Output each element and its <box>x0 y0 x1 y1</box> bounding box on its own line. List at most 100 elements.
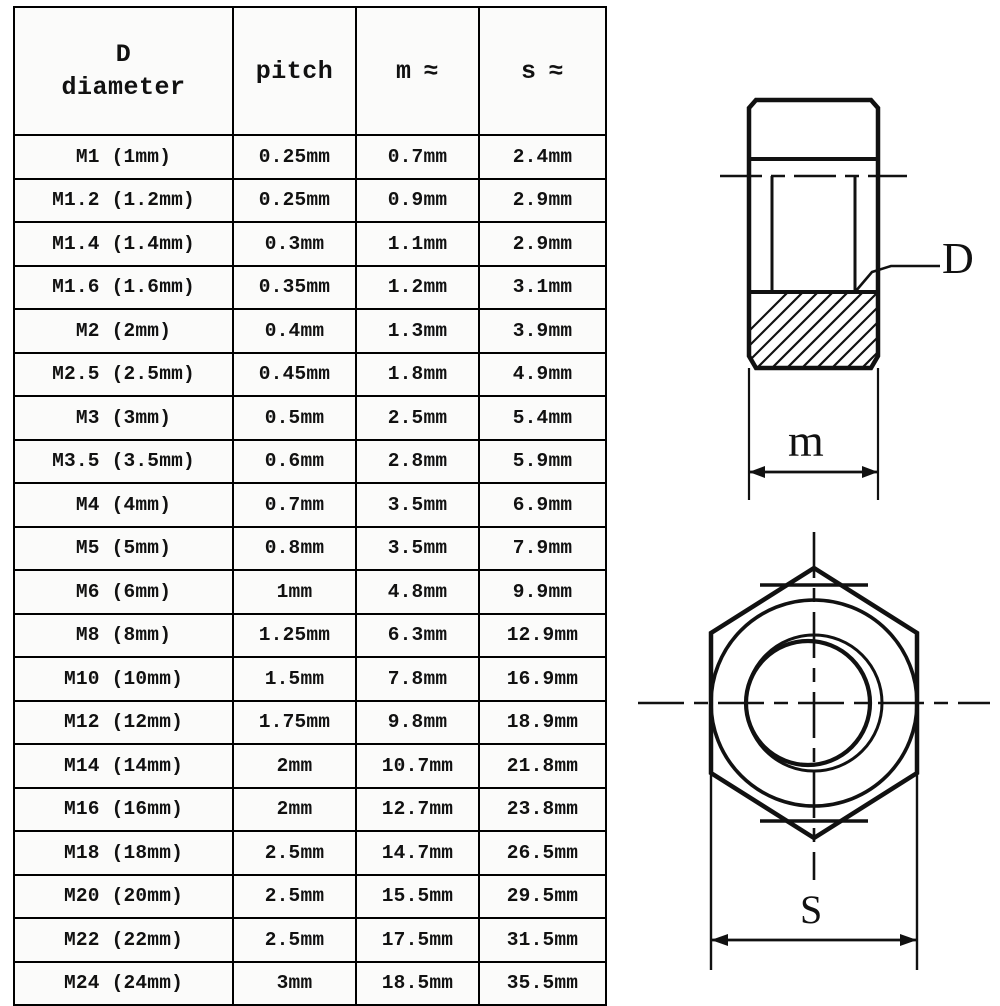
cell-s: 2.4mm <box>478 134 607 180</box>
section-hatching <box>749 292 878 368</box>
cell-m: 1.2mm <box>355 264 480 310</box>
cell-pitch: 3mm <box>232 960 357 1006</box>
cell-s: 3.9mm <box>478 308 607 354</box>
cell-s: 35.5mm <box>478 960 607 1006</box>
hex-nut-dimension-table: D diameter pitch m ≈ s ≈ M1 (1mm) 0.25mm 0.7… <box>13 6 607 1006</box>
cell-size: M5 (5mm) <box>13 525 234 571</box>
cell-size: M12 (12mm) <box>13 699 234 745</box>
cell-m: 12.7mm <box>355 786 480 832</box>
cell-size: M3 (3mm) <box>13 395 234 441</box>
cell-pitch: 0.35mm <box>232 264 357 310</box>
cell-s: 9.9mm <box>478 569 607 615</box>
cell-m: 10.7mm <box>355 743 480 789</box>
table-row: M8 (8mm) 1.25mm 6.3mm 12.9mm <box>13 612 607 658</box>
table-row: M2 (2mm) 0.4mm 1.3mm 3.9mm <box>13 308 607 354</box>
table-row: M22 (22mm) 2.5mm 17.5mm 31.5mm <box>13 917 607 963</box>
cell-pitch: 2.5mm <box>232 873 357 919</box>
cell-m: 7.8mm <box>355 656 480 702</box>
table-row: M3 (3mm) 0.5mm 2.5mm 5.4mm <box>13 395 607 441</box>
cell-s: 21.8mm <box>478 743 607 789</box>
table-row: M20 (20mm) 2.5mm 15.5mm 29.5mm <box>13 873 607 919</box>
label-S: S <box>800 887 823 932</box>
cell-size: M1 (1mm) <box>13 134 234 180</box>
table-body: M1 (1mm) 0.25mm 0.7mm 2.4mm M1.2 (1.2mm) 0.25… <box>13 134 607 1006</box>
cell-size: M20 (20mm) <box>13 873 234 919</box>
cell-s: 2.9mm <box>478 221 607 267</box>
cell-s: 26.5mm <box>478 830 607 876</box>
cell-size: M1.6 (1.6mm) <box>13 264 234 310</box>
cell-pitch: 1.75mm <box>232 699 357 745</box>
cell-pitch: 0.5mm <box>232 395 357 441</box>
table-row: M4 (4mm) 0.7mm 3.5mm 6.9mm <box>13 482 607 528</box>
hex-nut-side-section-drawing <box>720 97 940 500</box>
approx-icon: ≈ <box>423 56 440 86</box>
cell-pitch: 1.5mm <box>232 656 357 702</box>
cell-size: M14 (14mm) <box>13 743 234 789</box>
cell-m: 14.7mm <box>355 830 480 876</box>
cell-m: 1.3mm <box>355 308 480 354</box>
cell-pitch: 1.25mm <box>232 612 357 658</box>
cell-m: 2.5mm <box>355 395 480 441</box>
arrowhead-right-s <box>900 934 917 946</box>
cell-s: 5.4mm <box>478 395 607 441</box>
label-D: D <box>942 234 974 283</box>
cell-pitch: 0.4mm <box>232 308 357 354</box>
cell-s: 18.9mm <box>478 699 607 745</box>
cell-s: 3.1mm <box>478 264 607 310</box>
cell-s: 2.9mm <box>478 177 607 223</box>
cell-pitch: 0.8mm <box>232 525 357 571</box>
cell-m: 9.8mm <box>355 699 480 745</box>
cell-pitch: 2mm <box>232 743 357 789</box>
cell-m: 1.1mm <box>355 221 480 267</box>
table-row: M1.4 (1.4mm) 0.3mm 1.1mm 2.9mm <box>13 221 607 267</box>
hexagon-outline <box>708 565 920 841</box>
arrowhead-right-m <box>862 466 878 478</box>
cell-s: 12.9mm <box>478 612 607 658</box>
cell-s: 7.9mm <box>478 525 607 571</box>
cell-m: 4.8mm <box>355 569 480 615</box>
thread-minor-circle <box>743 638 873 768</box>
nut-body-outline <box>746 97 881 371</box>
cell-m: 3.5mm <box>355 482 480 528</box>
cell-pitch: 0.7mm <box>232 482 357 528</box>
table-row: M2.5 (2.5mm) 0.45mm 1.8mm 4.9mm <box>13 351 607 397</box>
engineering-drawings: D m S <box>620 0 1000 1000</box>
cell-size: M4 (4mm) <box>13 482 234 528</box>
cell-size: M1.4 (1.4mm) <box>13 221 234 267</box>
cell-m: 0.9mm <box>355 177 480 223</box>
table-row: M1.2 (1.2mm) 0.25mm 0.9mm 2.9mm <box>13 177 607 223</box>
cell-size: M6 (6mm) <box>13 569 234 615</box>
column-header-diameter: D diameter <box>13 6 234 136</box>
leader-line-D <box>854 264 940 293</box>
cell-s: 23.8mm <box>478 786 607 832</box>
column-header-diameter-word: diameter <box>61 73 186 102</box>
table-header-row: D diameter pitch m ≈ s ≈ <box>13 6 607 136</box>
table-row: M10 (10mm) 1.5mm 7.8mm 16.9mm <box>13 656 607 702</box>
cell-s: 16.9mm <box>478 656 607 702</box>
arrowhead-left-m <box>749 466 765 478</box>
cell-size: M8 (8mm) <box>13 612 234 658</box>
table-row: M16 (16mm) 2mm 12.7mm 23.8mm <box>13 786 607 832</box>
column-header-m-label: m <box>395 56 412 86</box>
column-header-m: m ≈ <box>355 6 480 136</box>
approx-icon: ≈ <box>548 56 565 86</box>
hex-nut-dimension-table-container: D diameter pitch m ≈ s ≈ M1 (1mm) 0.25mm 0.7… <box>13 6 607 1006</box>
cell-m: 0.7mm <box>355 134 480 180</box>
arrowhead-left-s <box>711 934 728 946</box>
cell-s: 4.9mm <box>478 351 607 397</box>
column-header-pitch-label: pitch <box>255 56 334 86</box>
cell-m: 1.8mm <box>355 351 480 397</box>
column-header-pitch: pitch <box>232 6 357 136</box>
cell-pitch: 0.45mm <box>232 351 357 397</box>
column-header-s-label: s <box>520 56 537 86</box>
cell-size: M1.2 (1.2mm) <box>13 177 234 223</box>
cell-s: 5.9mm <box>478 438 607 484</box>
table-row: M6 (6mm) 1mm 4.8mm 9.9mm <box>13 569 607 615</box>
cell-pitch: 0.3mm <box>232 221 357 267</box>
table-row: M1 (1mm) 0.25mm 0.7mm 2.4mm <box>13 134 607 180</box>
column-header-diameter-symbol: D <box>115 40 132 69</box>
table-row: M3.5 (3.5mm) 0.6mm 2.8mm 5.9mm <box>13 438 607 484</box>
table-row: M5 (5mm) 0.8mm 3.5mm 7.9mm <box>13 525 607 571</box>
cell-s: 6.9mm <box>478 482 607 528</box>
